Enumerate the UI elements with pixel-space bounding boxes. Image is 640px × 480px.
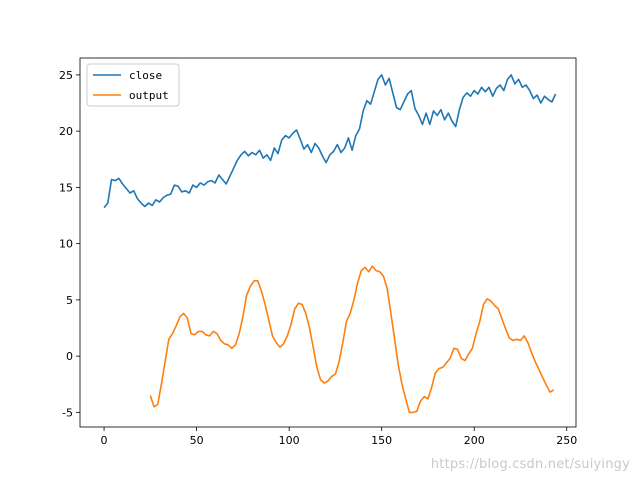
watermark-text: https://blog.csdn.net/suiyingy bbox=[430, 457, 630, 472]
x-axis: 0 50 100 150 200 250 bbox=[101, 427, 577, 447]
plot-frame bbox=[79, 57, 577, 428]
legend: close output bbox=[86, 63, 180, 107]
series-line-output bbox=[149, 265, 555, 414]
x-tick-label: 250 bbox=[556, 434, 577, 447]
y-tick-label: 10 bbox=[59, 238, 73, 251]
x-tick-label: 0 bbox=[101, 434, 108, 447]
y-tick-label: 25 bbox=[59, 69, 73, 82]
legend-label-close: close bbox=[129, 69, 162, 82]
plot-area bbox=[80, 58, 576, 427]
x-tick-label: 150 bbox=[371, 434, 392, 447]
series-line-close bbox=[103, 74, 557, 209]
y-axis: -5 0 5 10 15 20 25 bbox=[59, 69, 80, 419]
y-tick-label: 0 bbox=[66, 350, 73, 363]
y-tick-label: -5 bbox=[62, 406, 73, 419]
series-layer bbox=[103, 74, 557, 414]
x-tick-label: 50 bbox=[190, 434, 204, 447]
y-tick-label: 20 bbox=[59, 125, 73, 138]
x-tick-label: 100 bbox=[279, 434, 300, 447]
x-tick-label: 200 bbox=[464, 434, 485, 447]
legend-label-output: output bbox=[129, 89, 169, 102]
y-tick-label: 15 bbox=[59, 181, 73, 194]
y-tick-label: 5 bbox=[66, 294, 73, 307]
